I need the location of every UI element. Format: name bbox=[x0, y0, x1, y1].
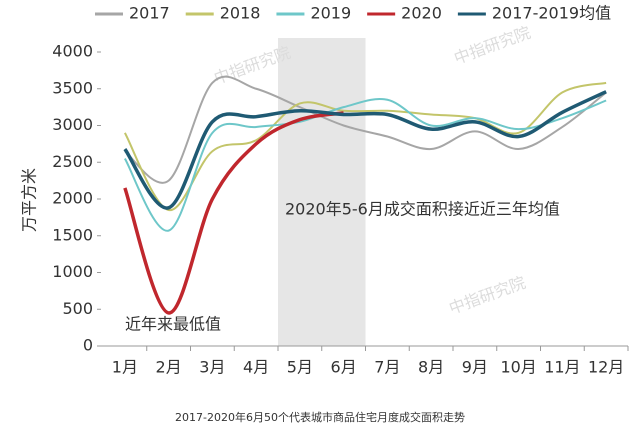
y-tick-label: 3500 bbox=[52, 78, 93, 97]
x-tick-label: 10月 bbox=[500, 358, 536, 377]
x-tick-label: 8月 bbox=[418, 358, 444, 377]
legend-label: 2020 bbox=[401, 4, 442, 23]
series-line bbox=[124, 98, 607, 232]
x-tick-label: 6月 bbox=[331, 358, 357, 377]
x-tick-label: 1月 bbox=[112, 358, 138, 377]
highlight-band bbox=[278, 38, 366, 346]
x-tick-label: 12月 bbox=[588, 358, 624, 377]
x-tick-label: 7月 bbox=[374, 358, 400, 377]
annotation: 近年来最低值 bbox=[125, 315, 221, 334]
x-tick-label: 3月 bbox=[199, 358, 225, 377]
annotation: 2020年5-6月成交面积接近近三年均值 bbox=[285, 200, 560, 219]
legend-label: 2019 bbox=[310, 4, 351, 23]
y-tick-label: 2000 bbox=[52, 189, 93, 208]
caption: 2017-2020年6月50个代表城市商品住宅月度成交面积走势 bbox=[175, 410, 465, 424]
watermark: 中指研究院 bbox=[451, 23, 533, 68]
x-tick-label: 2月 bbox=[156, 358, 182, 377]
x-tick-label: 11月 bbox=[544, 358, 580, 377]
y-tick-label: 2500 bbox=[52, 152, 93, 171]
y-tick-label: 500 bbox=[62, 299, 93, 318]
legend-label: 2017 bbox=[129, 4, 170, 23]
y-tick-label: 1000 bbox=[52, 262, 93, 281]
y-tick-label: 4000 bbox=[52, 42, 93, 61]
y-tick-label: 1500 bbox=[52, 225, 93, 244]
y-tick-label: 0 bbox=[83, 336, 93, 355]
x-tick-label: 5月 bbox=[287, 358, 313, 377]
series-line bbox=[123, 111, 344, 315]
y-axis-label: 万平方米 bbox=[20, 168, 39, 232]
series-line bbox=[124, 81, 607, 212]
x-tick-label: 9月 bbox=[462, 358, 488, 377]
series-line bbox=[123, 90, 607, 210]
x-tick-label: 4月 bbox=[243, 358, 269, 377]
series-line bbox=[124, 75, 607, 184]
watermark: 中指研究院 bbox=[446, 273, 528, 318]
legend-label: 2017-2019均值 bbox=[492, 4, 611, 23]
legend-label: 2018 bbox=[220, 4, 261, 23]
y-tick-label: 3000 bbox=[52, 115, 93, 134]
